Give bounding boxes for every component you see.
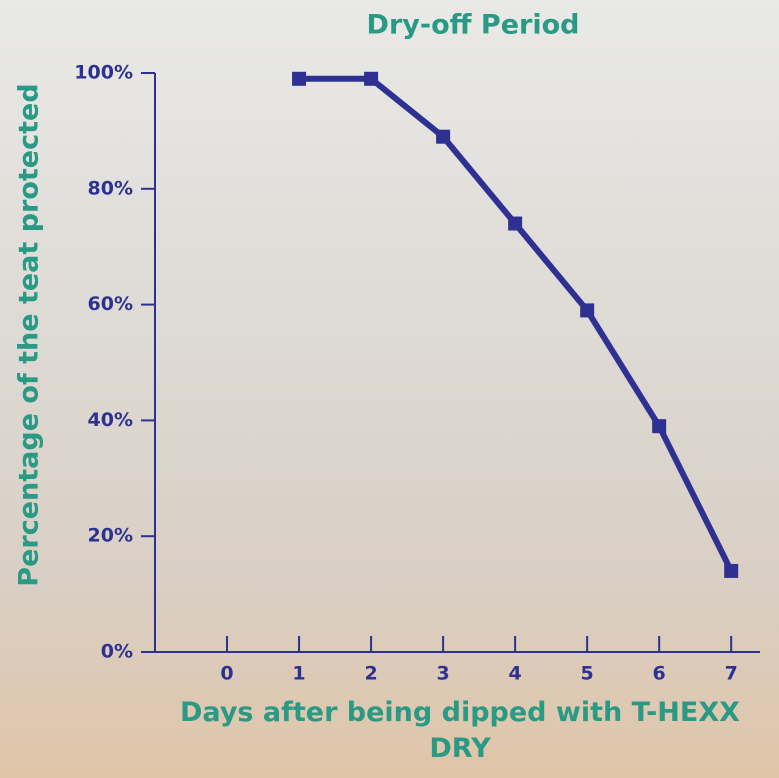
x-tick-label: 2 (364, 663, 377, 685)
point (364, 72, 378, 86)
x-tick-label: 1 (292, 663, 305, 685)
y-tick-label: 100% (74, 62, 133, 84)
chart: Dry-off Period Percentage of the teat pr… (0, 0, 779, 778)
y-tick-label: 60% (88, 293, 133, 315)
x-tick-label: 4 (509, 663, 522, 685)
y-tick-label: 20% (88, 525, 133, 547)
point (508, 217, 522, 231)
point (724, 564, 738, 578)
x-tick-label: 0 (220, 663, 233, 685)
point (652, 419, 666, 433)
chart-title: Dry-off Period (367, 10, 580, 41)
series-line (299, 79, 731, 571)
x-axis-label: Days after being dipped with T-HEXX DRY (180, 695, 740, 767)
x-axis-label-box: Days after being dipped with T-HEXX DRY (180, 695, 740, 778)
x-tick-label: 7 (725, 663, 738, 685)
y-tick-label: 0% (101, 641, 133, 663)
point (292, 72, 306, 86)
x-tick-label: 5 (581, 663, 594, 685)
y-axis-label: Percentage of the teat protected (14, 83, 45, 586)
x-tick-label: 3 (436, 663, 449, 685)
point (580, 303, 594, 317)
y-tick-label: 40% (88, 409, 133, 431)
point (436, 130, 450, 144)
y-tick-label: 80% (88, 177, 133, 199)
x-tick-label: 6 (653, 663, 666, 685)
